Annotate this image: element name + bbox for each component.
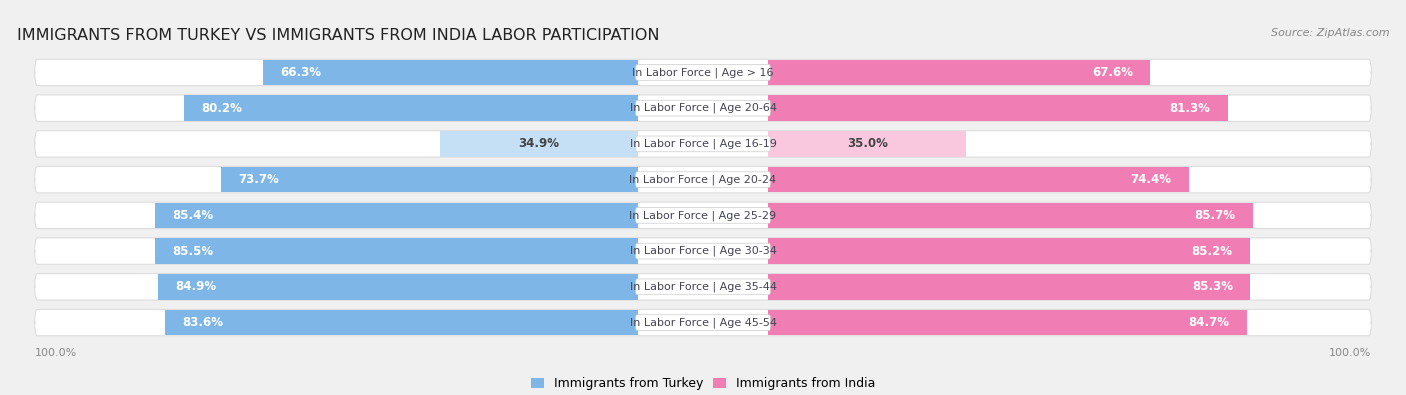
- Bar: [769, 310, 1247, 335]
- FancyBboxPatch shape: [35, 59, 1371, 86]
- Text: In Labor Force | Age 25-29: In Labor Force | Age 25-29: [630, 210, 776, 221]
- Text: IMMIGRANTS FROM TURKEY VS IMMIGRANTS FROM INDIA LABOR PARTICIPATION: IMMIGRANTS FROM TURKEY VS IMMIGRANTS FRO…: [17, 28, 659, 43]
- FancyBboxPatch shape: [636, 136, 770, 152]
- Text: 100.0%: 100.0%: [1329, 348, 1371, 357]
- Text: 34.9%: 34.9%: [519, 137, 560, 150]
- FancyBboxPatch shape: [35, 238, 1371, 264]
- Bar: [166, 310, 637, 335]
- Bar: [184, 95, 637, 121]
- FancyBboxPatch shape: [636, 207, 770, 223]
- FancyBboxPatch shape: [636, 100, 770, 116]
- Text: 85.2%: 85.2%: [1191, 245, 1233, 258]
- Bar: [155, 203, 637, 228]
- Legend: Immigrants from Turkey, Immigrants from India: Immigrants from Turkey, Immigrants from …: [526, 372, 880, 395]
- FancyBboxPatch shape: [35, 95, 1371, 121]
- FancyBboxPatch shape: [636, 315, 770, 331]
- Text: In Labor Force | Age 20-24: In Labor Force | Age 20-24: [630, 174, 776, 185]
- Bar: [769, 203, 1253, 228]
- Text: 85.7%: 85.7%: [1194, 209, 1236, 222]
- FancyBboxPatch shape: [35, 166, 1371, 193]
- FancyBboxPatch shape: [35, 274, 1371, 300]
- FancyBboxPatch shape: [35, 202, 1371, 229]
- Text: 85.5%: 85.5%: [172, 245, 212, 258]
- Bar: [769, 167, 1188, 192]
- Bar: [440, 131, 637, 157]
- Text: In Labor Force | Age > 16: In Labor Force | Age > 16: [633, 67, 773, 78]
- Text: 80.2%: 80.2%: [201, 102, 243, 115]
- Text: In Labor Force | Age 16-19: In Labor Force | Age 16-19: [630, 139, 776, 149]
- Text: In Labor Force | Age 45-54: In Labor Force | Age 45-54: [630, 317, 776, 328]
- Text: 85.3%: 85.3%: [1192, 280, 1233, 293]
- Text: 100.0%: 100.0%: [35, 348, 77, 357]
- Text: 67.6%: 67.6%: [1092, 66, 1133, 79]
- Text: 73.7%: 73.7%: [239, 173, 280, 186]
- Bar: [769, 131, 966, 157]
- Text: 66.3%: 66.3%: [280, 66, 321, 79]
- Text: 84.7%: 84.7%: [1188, 316, 1230, 329]
- Bar: [155, 238, 637, 264]
- Text: In Labor Force | Age 35-44: In Labor Force | Age 35-44: [630, 282, 776, 292]
- FancyBboxPatch shape: [636, 243, 770, 259]
- FancyBboxPatch shape: [35, 309, 1371, 336]
- FancyBboxPatch shape: [636, 279, 770, 295]
- Bar: [157, 274, 637, 300]
- Bar: [769, 60, 1150, 85]
- FancyBboxPatch shape: [636, 64, 770, 80]
- Text: 35.0%: 35.0%: [846, 137, 887, 150]
- Text: 84.9%: 84.9%: [176, 280, 217, 293]
- Text: 74.4%: 74.4%: [1130, 173, 1171, 186]
- Bar: [221, 167, 637, 192]
- Bar: [769, 238, 1250, 264]
- Text: 83.6%: 83.6%: [183, 316, 224, 329]
- Bar: [769, 274, 1250, 300]
- FancyBboxPatch shape: [636, 172, 770, 188]
- FancyBboxPatch shape: [35, 131, 1371, 157]
- Text: In Labor Force | Age 30-34: In Labor Force | Age 30-34: [630, 246, 776, 256]
- Text: 81.3%: 81.3%: [1170, 102, 1211, 115]
- Text: In Labor Force | Age 20-64: In Labor Force | Age 20-64: [630, 103, 776, 113]
- Bar: [263, 60, 637, 85]
- Text: Source: ZipAtlas.com: Source: ZipAtlas.com: [1271, 28, 1389, 38]
- Text: 85.4%: 85.4%: [173, 209, 214, 222]
- Bar: [769, 95, 1227, 121]
